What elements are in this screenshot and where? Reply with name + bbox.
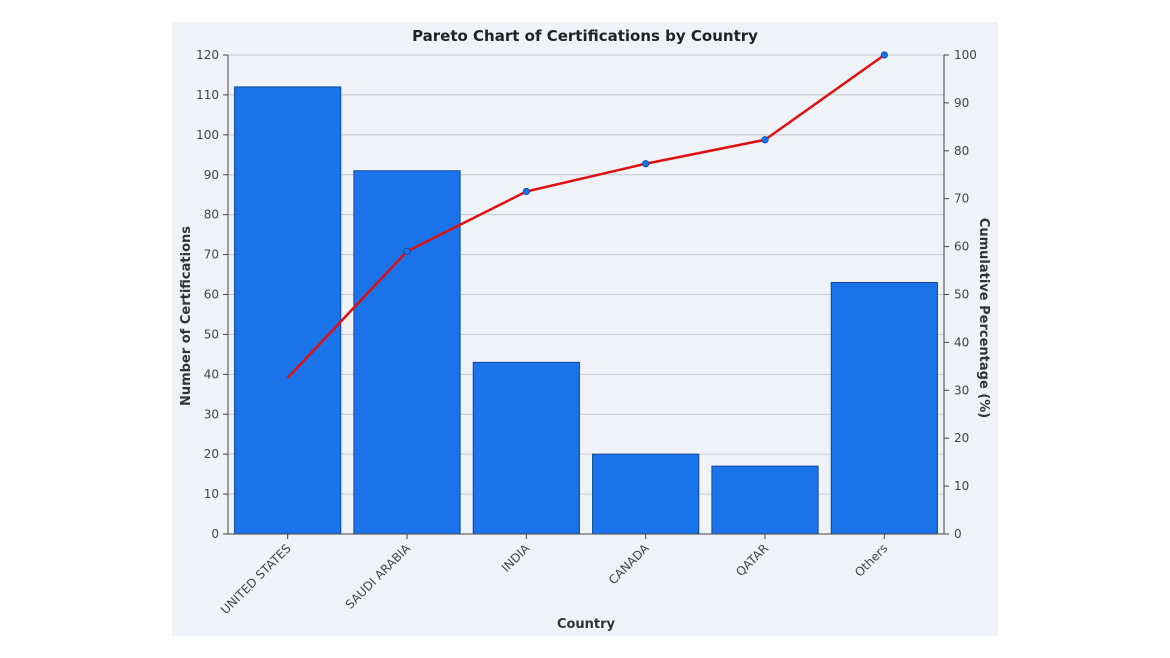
y-tick-label: 100 (196, 128, 219, 142)
bar (592, 453, 700, 535)
grid-lines (228, 54, 944, 495)
y-tick-label: 50 (204, 327, 219, 341)
y-tick-label: 40 (204, 367, 219, 381)
y-tick-label: 90 (204, 168, 219, 182)
x-tick-label: UNITED STATES (218, 541, 294, 617)
bar (234, 86, 342, 535)
y2-tick-label: 50 (954, 288, 969, 302)
cumulative-point (642, 160, 650, 168)
pareto-chart: Pareto Chart of Certifications by Countr… (179, 27, 991, 632)
bar-series (234, 86, 938, 535)
cumulative-line (286, 53, 886, 379)
x-tick-label: Others (852, 541, 890, 579)
y-tick-label: 60 (204, 288, 219, 302)
y2-tick-label: 90 (954, 96, 969, 110)
x-tick-label: INDIA (499, 541, 533, 575)
bar (830, 282, 938, 535)
bar (353, 170, 461, 535)
cumulative-point (880, 51, 888, 59)
y2-tick-label: 20 (954, 431, 969, 445)
y-tick-label: 20 (204, 447, 219, 461)
cumulative-point (403, 247, 411, 255)
y2-tick-label: 30 (954, 383, 969, 397)
axes (223, 54, 949, 539)
y-axis-title: Number of Certifications (179, 226, 194, 406)
y2-tick-label: 100 (954, 48, 977, 62)
y-tick-label: 10 (204, 487, 219, 501)
y2-tick-label: 70 (954, 192, 969, 206)
y-tick-label: 30 (204, 407, 219, 421)
y2-tick-label: 80 (954, 144, 969, 158)
y2-axis-title: Cumulative Percentage (%) (976, 218, 991, 418)
y2-tick-label: 0 (954, 527, 962, 541)
x-tick-label: CANADA (606, 541, 653, 588)
x-tick-label: SAUDI ARABIA (343, 541, 414, 612)
y2-tick-label: 10 (954, 479, 969, 493)
cumulative-point (522, 187, 530, 196)
x-axis-title: Country (557, 617, 616, 632)
y-tick-label: 0 (211, 527, 219, 541)
y2-tick-label: 40 (954, 335, 969, 349)
cumulative-line-series (286, 51, 888, 379)
y-tick-label: 80 (204, 208, 219, 222)
cumulative-point (761, 136, 769, 144)
x-tick-label: QATAR (733, 541, 771, 579)
y-tick-label: 110 (196, 88, 219, 102)
chart-container: Pareto Chart of Certifications by Countr… (172, 22, 998, 636)
chart-title: Pareto Chart of Certifications by Countr… (412, 27, 758, 45)
y-tick-label: 70 (204, 248, 219, 262)
bar (711, 465, 819, 535)
bar (472, 361, 580, 535)
y2-tick-label: 60 (954, 240, 969, 254)
y-tick-label: 120 (196, 48, 219, 62)
